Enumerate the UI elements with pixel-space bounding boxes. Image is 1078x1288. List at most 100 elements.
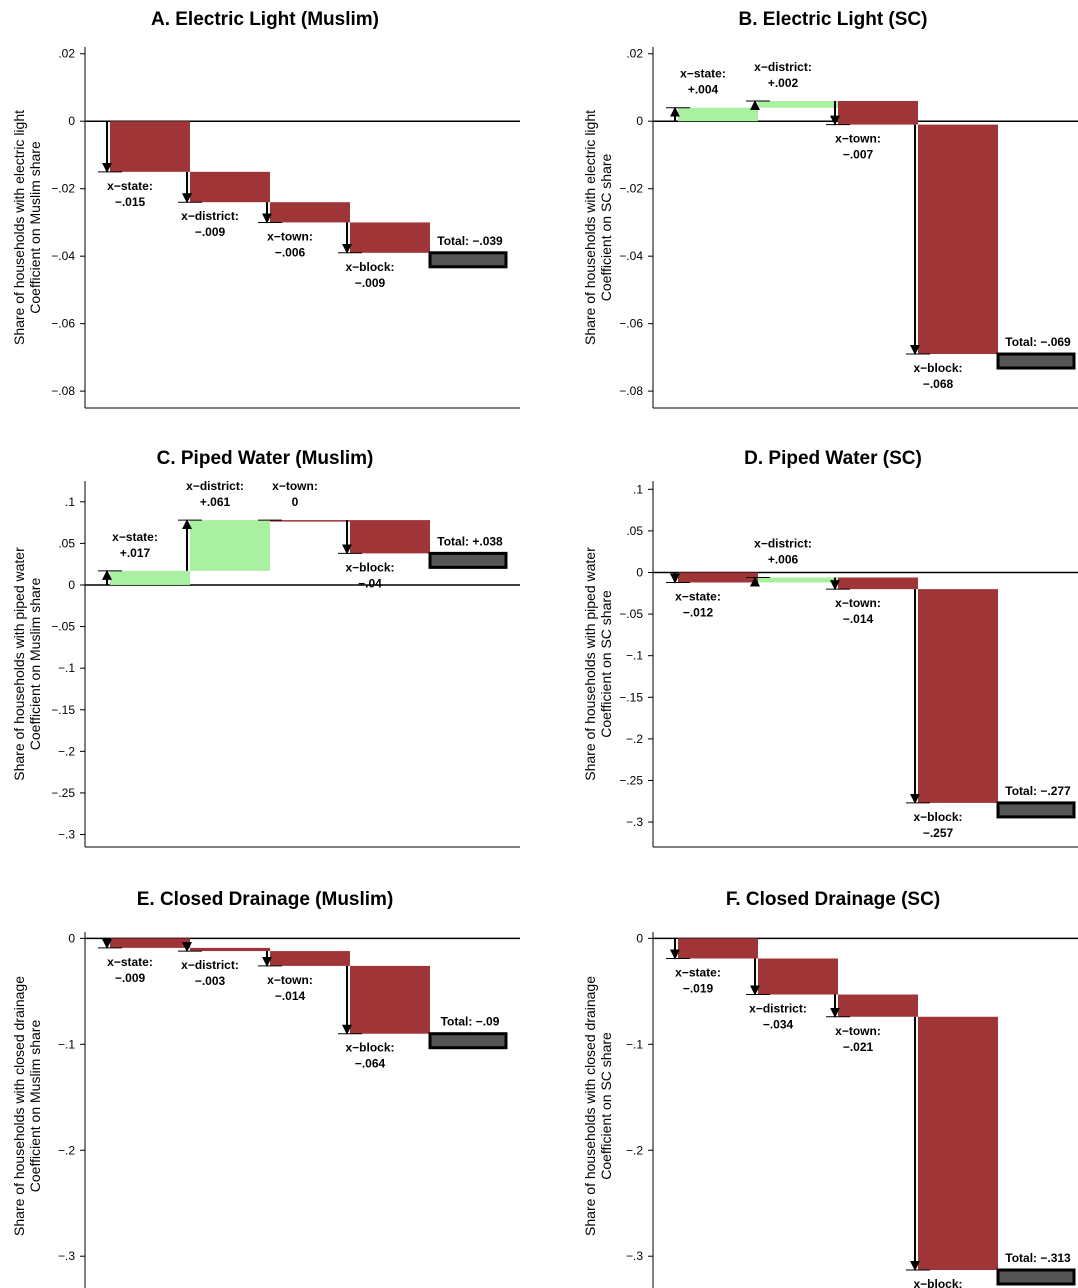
bar-state — [678, 572, 758, 583]
y-tick-label: −.25 — [51, 786, 75, 800]
y-tick-label: 0 — [68, 114, 75, 128]
step-label-value: −.015 — [115, 195, 146, 209]
step-label-value: +.061 — [200, 495, 231, 509]
bar-town — [838, 100, 918, 125]
step-label-block: x−block: −.064 — [345, 1041, 394, 1071]
total-label: Total: −.09 — [441, 1015, 500, 1029]
step-label-district: x−district: −.003 — [181, 958, 239, 988]
step-label-value: −.04 — [358, 576, 382, 590]
y-axis-label-line-1: Share of households with electric light — [582, 110, 598, 345]
total-label: Total: −.039 — [437, 234, 503, 248]
step-label-state: x−state: −.009 — [107, 955, 153, 985]
step-label-name: x−block: — [345, 260, 394, 274]
step-label-value: −.034 — [763, 1018, 794, 1032]
bar-block — [350, 520, 430, 554]
y-axis-label-line-2: Coefficient on Muslim share — [27, 578, 43, 751]
step-label-name: x−town: — [835, 596, 881, 610]
y-axis-label-line-2: Coefficient on SC share — [598, 590, 614, 738]
step-label-name: x−block: — [913, 810, 962, 824]
step-label-value: −.014 — [843, 612, 874, 626]
bar-state — [678, 938, 758, 959]
y-tick-label: −.08 — [51, 384, 75, 398]
y-tick-label: −.3 — [58, 1249, 75, 1263]
y-tick-label: −.06 — [619, 317, 643, 331]
y-tick-label: .05 — [626, 524, 643, 538]
y-tick-label: −.1 — [58, 661, 75, 675]
y-axis-label-line-2: Coefficient on SC share — [598, 1032, 614, 1180]
bar-district — [758, 577, 838, 583]
step-label-district: x−district: +.002 — [754, 60, 812, 90]
step-label-district: x−district: +.006 — [754, 536, 812, 566]
y-axis-label-line-1: Share of households with piped water — [582, 547, 598, 781]
step-label-value: +.004 — [688, 83, 719, 97]
step-label-value: −.003 — [195, 974, 226, 988]
step-label-block: x−block: −.009 — [345, 260, 394, 290]
y-tick-label: −.05 — [619, 607, 643, 621]
step-label-block: x−block: −.257 — [913, 810, 962, 840]
total-label: Total: +.038 — [437, 534, 503, 548]
step-label-name: x−town: — [267, 973, 313, 987]
step-label-value: +.002 — [768, 76, 799, 90]
y-axis-label-line-1: Share of households with electric light — [11, 110, 27, 345]
step-label-block: x−block: −.04 — [345, 560, 394, 590]
step-label-town: x−town: 0 — [272, 479, 318, 509]
step-label-name: x−district: — [181, 209, 239, 223]
y-tick-label: 0 — [636, 566, 643, 580]
bar-town — [270, 520, 350, 522]
step-label-name: x−district: — [181, 958, 239, 972]
bar-town — [270, 202, 350, 223]
y-axis-label-line-1: Share of households with closed drainage — [11, 976, 27, 1236]
bar-block — [350, 965, 430, 1034]
step-label-value: 0 — [292, 495, 299, 509]
y-tick-label: −.2 — [626, 732, 643, 746]
y-tick-label: −.1 — [58, 1037, 75, 1051]
step-label-town: x−town: −.014 — [835, 596, 881, 626]
step-label-state: x−state: −.015 — [107, 179, 153, 209]
step-label-name: x−district: — [754, 60, 812, 74]
y-axis-label: Share of households with piped water Coef… — [11, 547, 43, 781]
y-tick-label: −.2 — [58, 1143, 75, 1157]
y-tick-label: −.3 — [58, 828, 75, 842]
step-label-value: −.009 — [195, 225, 226, 239]
panel-title: F. Closed Drainage (SC) — [726, 889, 940, 910]
panel-title: B. Electric Light (SC) — [739, 9, 928, 30]
step-label-state: x−state: −.012 — [675, 589, 721, 619]
y-tick-label: −.25 — [619, 773, 643, 787]
step-label-name: x−block: — [913, 361, 962, 375]
panel-title: A. Electric Light (Muslim) — [151, 9, 379, 30]
step-label-value: −.009 — [355, 276, 386, 290]
step-label-name: x−state: — [107, 179, 153, 193]
step-label-state: x−state: +.004 — [680, 67, 726, 97]
step-label-name: x−district: — [749, 1002, 807, 1016]
step-label-block: x−block: −.068 — [913, 361, 962, 391]
y-tick-label: 0 — [68, 578, 75, 592]
bar-state — [678, 107, 758, 122]
panel-c: C. Piped Water (Muslim) Share of househol… — [11, 448, 520, 848]
y-tick-label: −.3 — [626, 1249, 643, 1263]
bar-town — [838, 577, 918, 590]
y-tick-label: −.05 — [51, 620, 75, 634]
step-label-value: +.006 — [768, 552, 799, 566]
step-label-value: −.006 — [275, 245, 306, 259]
panel-title: D. Piped Water (SC) — [744, 448, 922, 469]
bar-state — [110, 570, 190, 585]
bar-block — [918, 1016, 998, 1270]
step-label-value: −.007 — [843, 148, 874, 162]
step-label-name: x−state: — [675, 965, 721, 979]
step-label-value: −.012 — [683, 605, 714, 619]
y-axis-label-line-2: Coefficient on Muslim share — [27, 1020, 43, 1193]
y-axis-label-line-2: Coefficient on SC share — [598, 153, 614, 301]
panel-d: D. Piped Water (SC) Share of households w… — [582, 448, 1078, 848]
step-label-town: x−town: −.007 — [835, 132, 881, 162]
total-bar — [428, 1032, 508, 1050]
panel-f: F. Closed Drainage (SC) Share of househol… — [582, 889, 1078, 1288]
step-label-name: x−state: — [680, 67, 726, 81]
y-tick-label: −.04 — [619, 249, 643, 263]
y-axis-label: Share of households with electric light C… — [582, 110, 614, 345]
y-tick-label: −.1 — [626, 1037, 643, 1051]
y-tick-label: .1 — [633, 482, 643, 496]
step-label-value: −.068 — [923, 377, 954, 391]
step-label-name: x−town: — [272, 479, 318, 493]
y-tick-label: −.2 — [58, 744, 75, 758]
step-label-district: x−district: +.061 — [186, 479, 244, 509]
